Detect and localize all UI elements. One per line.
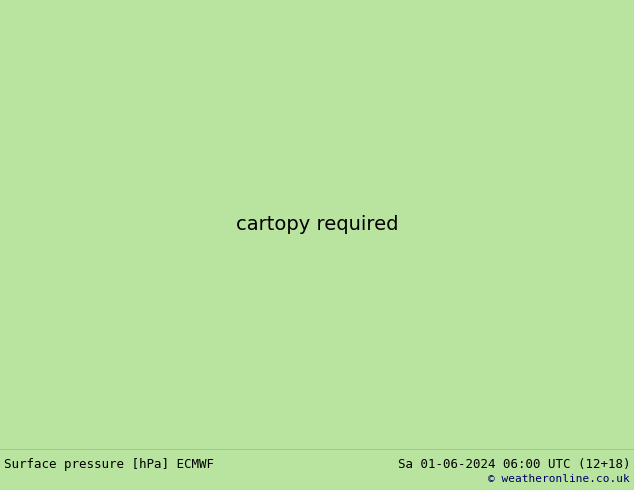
Text: Sa 01-06-2024 06:00 UTC (12+18): Sa 01-06-2024 06:00 UTC (12+18) [398, 458, 630, 471]
Text: © weatheronline.co.uk: © weatheronline.co.uk [488, 474, 630, 484]
Text: Surface pressure [hPa] ECMWF: Surface pressure [hPa] ECMWF [4, 458, 214, 471]
Text: cartopy required: cartopy required [236, 215, 398, 234]
